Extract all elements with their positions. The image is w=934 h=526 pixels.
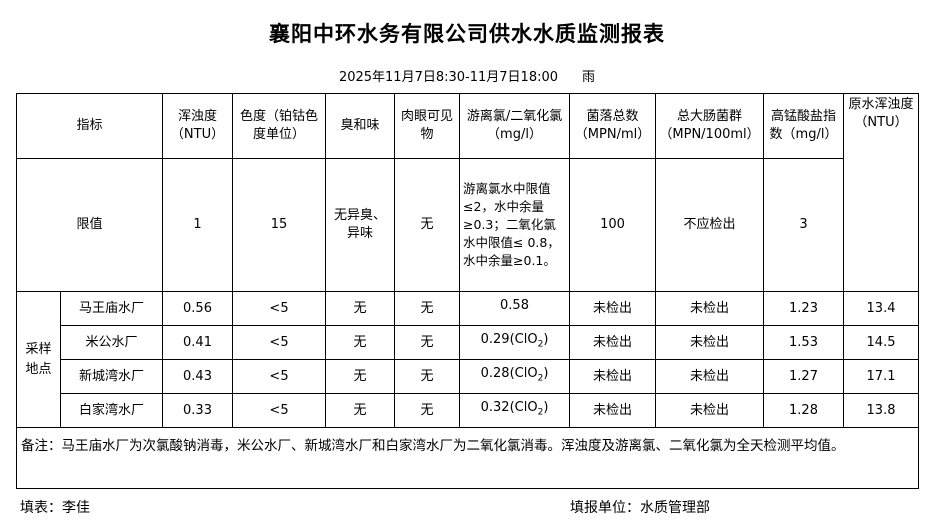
water-quality-table: 指标 浑浊度（NTU） 色度（铂钴色度单位） 臭和味 肉眼可见物 游离氯/二氧化… bbox=[15, 93, 920, 489]
limit-color: 15 bbox=[232, 158, 327, 292]
cell-permanganate: 1.28 bbox=[763, 393, 845, 428]
cell-odor: 无 bbox=[325, 359, 396, 394]
filler: 填表：李佳 bbox=[20, 500, 90, 516]
cell-raw-turbidity: 17.1 bbox=[843, 359, 920, 394]
header-odor: 臭和味 bbox=[325, 93, 396, 159]
cell-odor: 无 bbox=[325, 393, 396, 428]
cell-visible: 无 bbox=[394, 291, 461, 326]
cell-colony: 未检出 bbox=[569, 325, 657, 360]
limit-coliform: 不应检出 bbox=[655, 158, 765, 292]
cell-chlorine: 0.29(ClO2) bbox=[459, 325, 571, 360]
cell-visible: 无 bbox=[394, 325, 461, 360]
chlorine-end: ) bbox=[543, 332, 549, 348]
cell-color: <5 bbox=[232, 325, 327, 360]
site-name: 新城湾水厂 bbox=[59, 359, 164, 394]
cell-chlorine: 0.32(ClO2) bbox=[459, 393, 571, 428]
weather: 雨 bbox=[582, 70, 596, 85]
cell-odor: 无 bbox=[325, 325, 396, 360]
cell-colony: 未检出 bbox=[569, 393, 657, 428]
limit-visible: 无 bbox=[394, 158, 461, 292]
report-title: 襄阳中环水务有限公司供水水质监测报表 bbox=[269, 22, 665, 46]
cell-colony: 未检出 bbox=[569, 291, 657, 326]
cell-turbidity: 0.43 bbox=[162, 359, 234, 394]
site-name: 马王庙水厂 bbox=[59, 291, 164, 326]
cell-raw-turbidity: 14.5 bbox=[843, 325, 920, 360]
sampling-label: 采样地点 bbox=[16, 291, 61, 428]
chlorine-value: 0.32(ClO bbox=[480, 400, 538, 416]
header-colony: 菌落总数（MPN/ml） bbox=[569, 93, 657, 159]
note-row: 备注：马王庙水厂为次氯酸钠消毒，米公水厂、新城湾水厂和白家湾水厂为二氧化氯消毒。… bbox=[15, 427, 920, 489]
cell-chlorine: 0.58 bbox=[459, 291, 571, 326]
chlorine-subscript: 2 bbox=[537, 407, 544, 418]
limit-odor: 无异臭、异味 bbox=[325, 158, 396, 292]
limit-chlorine: 游离氯水中限值 ≤2，水中余量≥0.3；二氧化氯水中限值≤ 0.8，水中余量≥0… bbox=[459, 158, 571, 292]
header-coliform: 总大肠菌群（MPN/100ml） bbox=[655, 93, 765, 159]
cell-raw-turbidity: 13.8 bbox=[843, 393, 920, 428]
header-turbidity: 浑浊度（NTU） bbox=[162, 93, 234, 159]
cell-coliform: 未检出 bbox=[655, 291, 765, 326]
limit-permanganate: 3 bbox=[763, 158, 845, 292]
cell-colony: 未检出 bbox=[569, 359, 657, 394]
cell-turbidity: 0.41 bbox=[162, 325, 234, 360]
cell-permanganate: 1.53 bbox=[763, 325, 845, 360]
cell-color: <5 bbox=[232, 393, 327, 428]
limit-turbidity: 1 bbox=[162, 158, 234, 292]
raw-turbidity-label: 原水浑浊度（NTU） bbox=[848, 97, 914, 130]
table-row: 白家湾水厂 0.33 <5 无无 0.32(ClO2) 未检出 未检出 1.28 13.8 bbox=[17, 393, 920, 428]
chlorine-subscript: 2 bbox=[537, 373, 544, 384]
cell-chlorine: 0.28(ClO2) bbox=[459, 359, 571, 394]
cell-visible: 无 bbox=[394, 393, 461, 428]
cell-turbidity: 0.33 bbox=[162, 393, 234, 428]
chlorine-end: ) bbox=[543, 366, 549, 382]
cell-turbidity: 0.56 bbox=[162, 291, 234, 326]
chlorine-value: 0.28(ClO bbox=[480, 366, 538, 382]
cell-color: <5 bbox=[232, 291, 327, 326]
limit-label: 限值 bbox=[15, 158, 164, 292]
table-row: 新城湾水厂 0.43 <5 无无 0.28(ClO2) 未检出 未检出 1.27 17.1 bbox=[17, 359, 920, 394]
note: 备注：马王庙水厂为次氯酸钠消毒，米公水厂、新城湾水厂和白家湾水厂为二氧化氯消毒。… bbox=[15, 427, 920, 489]
cell-odor: 无 bbox=[325, 291, 396, 326]
site-name: 白家湾水厂 bbox=[59, 393, 164, 428]
cell-color: <5 bbox=[232, 359, 327, 394]
chlorine-value: 0.58 bbox=[500, 298, 529, 314]
cell-coliform: 未检出 bbox=[655, 325, 765, 360]
table-row: 采样地点 马王庙水厂 0.56 <5 无无 0.58 未检出 未检出 1.23 13.4 bbox=[16, 291, 920, 428]
limits-row: 限值 1 15 无异臭、异味 无 游离氯水中限值 ≤2，水中余量≥0.3；二氧化… bbox=[15, 158, 919, 292]
report-period: 2025年11月7日8:30-11月7日18:00 雨 bbox=[0, 66, 934, 85]
table-row: 米公水厂 0.41 <5 无无 0.29(ClO2) 未检出 未检出 1.53 14.5 bbox=[17, 325, 920, 360]
header-row: 指标 浑浊度（NTU） 色度（铂钴色度单位） 臭和味 肉眼可见物 游离氯/二氧化… bbox=[15, 93, 920, 292]
cell-coliform: 未检出 bbox=[655, 393, 765, 428]
chlorine-value: 0.29(ClO bbox=[480, 332, 538, 348]
cell-raw-turbidity: 13.4 bbox=[843, 291, 920, 326]
period: 2025年11月7日8:30-11月7日18:00 bbox=[338, 70, 559, 85]
chlorine-end: ) bbox=[543, 400, 549, 416]
chlorine-subscript: 2 bbox=[537, 339, 544, 350]
header-color: 色度（铂钴色度单位） bbox=[232, 93, 327, 159]
cell-permanganate: 1.27 bbox=[763, 359, 845, 394]
header-permanganate: 高锰酸盐指数（mg/l） bbox=[763, 93, 845, 159]
cell-permanganate: 1.23 bbox=[763, 291, 845, 326]
header-raw-turbidity: 原水浑浊度（NTU） bbox=[843, 93, 920, 292]
cell-coliform: 未检出 bbox=[655, 359, 765, 394]
reporting-unit: 填报单位：水质管理部 bbox=[570, 500, 710, 516]
header-indicator: 指标 bbox=[15, 93, 164, 159]
header-visible: 肉眼可见物 bbox=[394, 93, 461, 159]
header-chlorine: 游离氯/二氧化氯（mg/l） bbox=[459, 93, 571, 159]
limit-colony: 100 bbox=[569, 158, 657, 292]
site-name: 米公水厂 bbox=[59, 325, 164, 360]
cell-visible: 无 bbox=[394, 359, 461, 394]
